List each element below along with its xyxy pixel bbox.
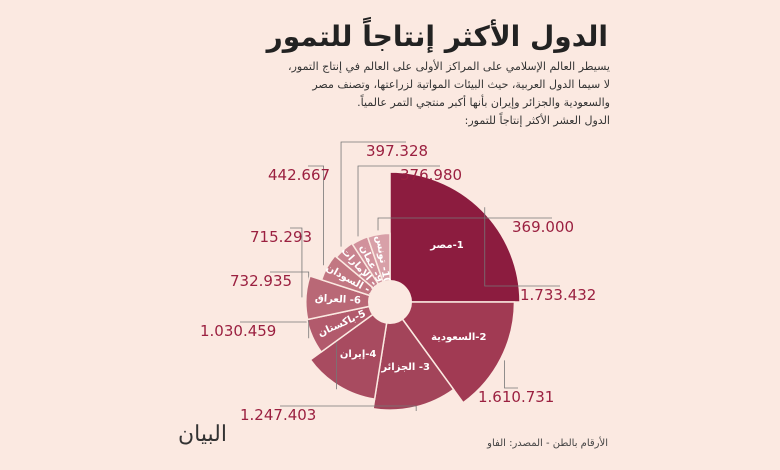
pie-slice [372,300,455,411]
slice-category-label: 6- العراق [315,293,362,306]
leader-line [504,360,518,389]
value-label: 732.935 [230,272,292,290]
value-label: 369.000 [512,218,574,236]
value-label: 442.667 [268,166,330,184]
value-label: 1.247.403 [240,406,316,424]
slice-category-label: 4-إيران [340,349,377,360]
value-label: 1.030.459 [200,322,276,340]
leader-line [377,217,552,231]
pie-slice [309,300,392,401]
slice-category-label: 1-مصر [429,240,463,251]
leader-line [290,227,303,298]
leader-line [280,405,417,412]
value-label: 1.733.432 [520,286,596,304]
intro-text: يسيطر العالم الإسلامي على المراكز الأولى… [250,58,610,130]
footer-separator: - [546,438,550,449]
pie-slice [305,275,393,321]
slice-category-label: 2-السعودية [431,332,486,343]
intro-line: لا سيما الدول العربية، حيث البيئات الموا… [312,78,610,91]
pie-slice [388,301,516,404]
source-note: المصدر: الفاو [487,438,543,449]
value-label: 1.610.731 [478,388,554,406]
footer-note: الأرقام بالطن - المصدر: الفاو [487,438,608,449]
units-note: الأرقام بالطن [552,438,608,449]
leader-line [357,165,440,237]
leader-line [484,207,560,287]
pie-slice [305,301,391,353]
leader-line [308,165,324,266]
intro-line: الدول العشر الأكثر إنتاجاً للتمور: [464,114,610,127]
pie-slice [389,171,521,303]
value-label: 397.328 [366,142,428,160]
center-hole [368,280,412,324]
intro-line: والسعودية والجزائر وإيران بأنها أكبر منت… [357,96,610,109]
albayan-logo: البيان [178,422,227,447]
page-title: الدول الأكثر إنتاجاً للتمور [266,20,608,53]
leader-line [340,141,406,247]
value-label: 376.980 [400,166,462,184]
slice-category-label: 3- الجزائر [380,362,430,373]
value-label: 715.293 [250,228,312,246]
intro-line: يسيطر العالم الإسلامي على المراكز الأولى… [288,60,610,73]
